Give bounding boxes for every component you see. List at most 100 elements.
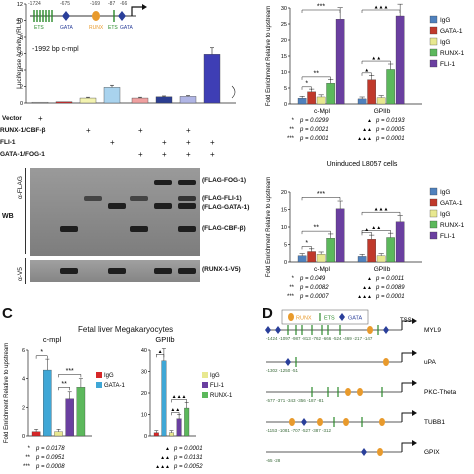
- band-gata-1-lane-8: [178, 203, 196, 209]
- sig-bracket: [171, 412, 180, 416]
- p-triangle: ▲▲: [362, 127, 372, 133]
- legend-swatch: [429, 187, 438, 196]
- pos-87: -87: [108, 1, 116, 7]
- y-tick-label: 15: [281, 208, 287, 214]
- runx-site-icon: [343, 418, 349, 426]
- sig-mark: **: [314, 70, 320, 77]
- p-value-gpiib: p = 0.0001: [375, 294, 405, 300]
- sig-bracket: [58, 374, 82, 378]
- runx-site-icon: [367, 326, 373, 334]
- tss-arrowhead-icon: [412, 350, 417, 356]
- legend-label: RUNX-1: [210, 393, 233, 399]
- sig-bracket: [301, 76, 331, 80]
- p-value-cmpl: p = 0.0951: [35, 455, 65, 461]
- p-triangle: ▲▲▲: [155, 464, 170, 470]
- chip-bar: [316, 96, 326, 105]
- sig-bracket: [171, 399, 187, 403]
- pos-1724: -1724: [28, 1, 41, 7]
- p-star: *: [292, 118, 295, 124]
- chip-bar: [307, 251, 316, 263]
- luciferase-bar: [103, 87, 121, 104]
- protein-cbf: (FLAG-CBF-β): [202, 225, 246, 232]
- sig-mark: ▲▲▲: [172, 394, 187, 400]
- sig-bracket: [58, 387, 70, 391]
- site-label-gata: GATA: [60, 25, 73, 31]
- y-axis-label: Fold Enrichment Relative to upstream: [266, 6, 272, 106]
- y-tick-label: 6: [22, 348, 25, 354]
- y-tick-label: 20: [141, 391, 147, 397]
- sig-mark: ▲▲▲: [374, 207, 389, 213]
- sig-mark: **: [61, 381, 67, 388]
- legend-swatch: [429, 198, 438, 207]
- legend-gata: GATA: [348, 316, 362, 322]
- band-fli-1-lane-7: [178, 196, 196, 201]
- y-tick-label: 4: [20, 68, 23, 74]
- sig-mark: ▲▲: [170, 407, 180, 413]
- chip-bar: [376, 97, 386, 105]
- tss-arrow-icon: [401, 412, 412, 422]
- row-mark: +: [138, 150, 143, 159]
- luciferase-bar: [131, 97, 149, 104]
- site-positions: -65 -28: [266, 458, 281, 463]
- fetal-bar: [54, 431, 63, 437]
- y-tick-label: 0: [284, 102, 287, 108]
- legend-label: GATA-1: [104, 383, 125, 389]
- gata-site-icon: [383, 326, 389, 334]
- p-triangle: ▲▲▲: [357, 294, 372, 300]
- antibody-label-flag: α-FLAG: [17, 176, 24, 199]
- site-label-ets: ETS: [34, 25, 44, 31]
- legend-swatch: [202, 372, 208, 378]
- y-tick-label: 2: [20, 85, 23, 91]
- p-star: **: [289, 127, 294, 133]
- y-tick-label: 15: [281, 54, 287, 60]
- legend-swatch: [429, 37, 438, 46]
- band-cbf-lane-2: [60, 226, 78, 232]
- p-value-cmpl: p = 0.0299: [299, 118, 329, 124]
- sig-bracket: [301, 197, 341, 201]
- legend-label: IgG: [440, 211, 450, 218]
- legend-label: IgG: [210, 373, 220, 379]
- band-fog-1-lane-7: [154, 180, 172, 185]
- sig-mark: ▲: [158, 349, 163, 355]
- chip-bar: [326, 238, 335, 263]
- y-tick-label: 5: [284, 243, 287, 249]
- gata-site-icon: [285, 358, 291, 366]
- protein-fli-1: (FLAG-FLI-1): [202, 195, 242, 202]
- band-runx-lane-4: [108, 268, 126, 274]
- legend-swatch: [202, 382, 208, 388]
- y-tick-label: 30: [281, 6, 287, 12]
- legend-swatch: [429, 26, 438, 35]
- chip-bar: [367, 239, 376, 263]
- sig-bracket: [361, 9, 401, 13]
- comparison-bracket: [231, 85, 236, 99]
- chip-bar: [357, 98, 367, 105]
- legend-swatch: [429, 220, 438, 229]
- p-star: *: [28, 446, 31, 452]
- sig-bracket: [361, 232, 372, 236]
- y-tick-label: 30: [141, 370, 147, 376]
- y-tick-label: 10: [281, 70, 287, 76]
- y-tick-label: 6: [20, 52, 23, 58]
- chart-title: Uninduced L8057 cells: [327, 161, 398, 168]
- legend-box: [281, 309, 369, 325]
- antibody-label-v5: α-V5: [17, 267, 24, 281]
- promoter-diagram: -1724 -675 -169 -87 -66 ETS GATA RUNX ET…: [28, 2, 148, 34]
- chip-bar: [395, 221, 405, 263]
- panel-a: Luciferase Activity (RLU) -1724 -675 -16…: [0, 0, 262, 300]
- p-value-gpiib: p = 0.0001: [173, 446, 203, 452]
- chip-bar: [357, 256, 367, 263]
- chip-bar: [326, 83, 335, 105]
- band-fli-1-lane-5: [130, 196, 148, 201]
- category-label: GPIIb: [374, 108, 391, 115]
- chip-bar: [335, 19, 345, 105]
- legend-label: FLI-1: [440, 61, 456, 68]
- panel-d-promoters: RUNX ETS GATA TSS-1424 -1097 -987 -813 -762…: [265, 309, 457, 463]
- p-value-cmpl: p = 0.049: [299, 276, 326, 282]
- legend-label: IgG: [440, 17, 450, 24]
- y-tick-label: 2: [22, 405, 25, 411]
- runx-site-icon: [383, 358, 389, 366]
- tss-arrowhead-icon: [412, 380, 417, 386]
- site-label-runx: RUNX: [89, 25, 104, 31]
- runx-site-icon: [92, 11, 100, 21]
- p-value-cmpl: p = 0.0021: [299, 127, 329, 133]
